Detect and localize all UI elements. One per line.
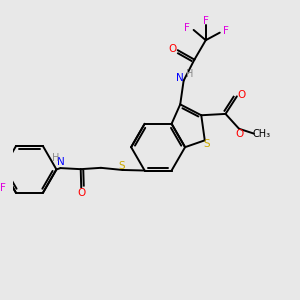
Text: N: N	[57, 157, 64, 167]
Text: F: F	[223, 26, 229, 36]
Text: CH₃: CH₃	[253, 129, 271, 139]
Text: H: H	[52, 153, 59, 163]
Text: N: N	[176, 73, 184, 83]
Text: O: O	[237, 90, 245, 100]
Text: O: O	[235, 129, 243, 139]
Text: H: H	[186, 69, 193, 80]
Text: S: S	[118, 161, 125, 171]
Text: O: O	[169, 44, 177, 54]
Text: F: F	[0, 183, 6, 193]
Text: O: O	[77, 188, 86, 198]
Text: F: F	[203, 16, 209, 26]
Text: S: S	[203, 139, 209, 149]
Text: F: F	[184, 23, 190, 33]
